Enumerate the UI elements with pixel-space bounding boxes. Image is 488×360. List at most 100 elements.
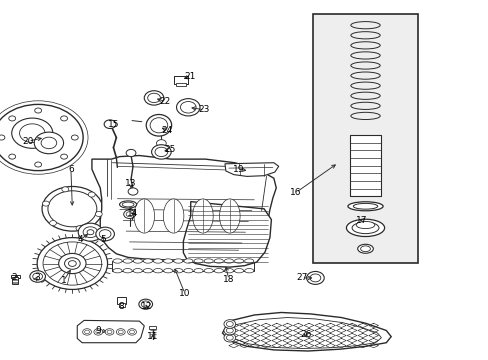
Ellipse shape bbox=[346, 219, 384, 237]
Ellipse shape bbox=[350, 102, 380, 109]
Ellipse shape bbox=[123, 269, 132, 273]
Circle shape bbox=[116, 329, 125, 335]
Circle shape bbox=[49, 221, 56, 226]
Text: 1: 1 bbox=[61, 276, 66, 285]
Circle shape bbox=[37, 238, 107, 289]
Ellipse shape bbox=[350, 32, 380, 39]
Ellipse shape bbox=[163, 199, 183, 233]
Ellipse shape bbox=[352, 203, 377, 209]
Text: 2: 2 bbox=[11, 273, 17, 282]
Ellipse shape bbox=[183, 269, 193, 273]
Text: 23: 23 bbox=[198, 105, 210, 114]
Circle shape bbox=[94, 329, 102, 335]
Circle shape bbox=[61, 116, 67, 121]
Circle shape bbox=[64, 258, 80, 269]
Circle shape bbox=[41, 137, 57, 149]
Circle shape bbox=[123, 210, 135, 219]
Circle shape bbox=[156, 140, 166, 147]
Ellipse shape bbox=[143, 259, 152, 263]
Circle shape bbox=[226, 321, 233, 327]
Polygon shape bbox=[112, 261, 254, 271]
Polygon shape bbox=[92, 156, 276, 260]
Polygon shape bbox=[77, 320, 144, 343]
Ellipse shape bbox=[203, 269, 213, 273]
Circle shape bbox=[127, 329, 136, 335]
Bar bbox=[312, 14, 417, 263]
Circle shape bbox=[104, 120, 116, 129]
Circle shape bbox=[139, 299, 152, 309]
Bar bbox=[12, 277, 18, 284]
Ellipse shape bbox=[244, 259, 253, 263]
Ellipse shape bbox=[350, 22, 380, 29]
Circle shape bbox=[144, 91, 163, 105]
Circle shape bbox=[20, 124, 45, 143]
Circle shape bbox=[71, 135, 78, 140]
Circle shape bbox=[99, 230, 111, 238]
Circle shape bbox=[309, 274, 320, 282]
Circle shape bbox=[35, 108, 41, 113]
Ellipse shape bbox=[214, 259, 223, 263]
Circle shape bbox=[129, 330, 134, 334]
Bar bbox=[349, 135, 381, 196]
Text: 6: 6 bbox=[68, 165, 74, 174]
Ellipse shape bbox=[192, 199, 213, 233]
Bar bbox=[176, 83, 185, 86]
Circle shape bbox=[76, 226, 82, 231]
Circle shape bbox=[59, 253, 86, 274]
Ellipse shape bbox=[347, 202, 383, 211]
Text: 27: 27 bbox=[296, 274, 307, 282]
Text: 10: 10 bbox=[179, 289, 190, 298]
Circle shape bbox=[224, 326, 235, 335]
Ellipse shape bbox=[214, 269, 223, 273]
Circle shape bbox=[141, 301, 150, 307]
Circle shape bbox=[78, 223, 102, 241]
Bar bbox=[173, 76, 188, 84]
Bar bbox=[119, 303, 124, 307]
Circle shape bbox=[88, 192, 95, 197]
Circle shape bbox=[42, 186, 102, 231]
Ellipse shape bbox=[153, 259, 163, 263]
Ellipse shape bbox=[203, 259, 213, 263]
Ellipse shape bbox=[119, 201, 137, 208]
Text: 8: 8 bbox=[118, 302, 124, 311]
Bar bbox=[149, 326, 156, 329]
Circle shape bbox=[118, 330, 123, 334]
Circle shape bbox=[96, 227, 114, 241]
Ellipse shape bbox=[183, 259, 193, 263]
Circle shape bbox=[155, 147, 167, 157]
Ellipse shape bbox=[146, 114, 171, 136]
Text: 9: 9 bbox=[95, 326, 101, 335]
Text: 4: 4 bbox=[78, 235, 83, 244]
Ellipse shape bbox=[134, 199, 154, 233]
Text: 5: 5 bbox=[100, 235, 105, 244]
Ellipse shape bbox=[173, 259, 183, 263]
Ellipse shape bbox=[355, 221, 374, 229]
Ellipse shape bbox=[360, 246, 370, 252]
Text: 20: 20 bbox=[22, 136, 34, 145]
Ellipse shape bbox=[350, 92, 380, 99]
Ellipse shape bbox=[350, 62, 380, 69]
Circle shape bbox=[95, 211, 102, 216]
Circle shape bbox=[62, 187, 69, 192]
Ellipse shape bbox=[163, 259, 172, 263]
Circle shape bbox=[84, 330, 89, 334]
Ellipse shape bbox=[224, 259, 233, 263]
Circle shape bbox=[105, 329, 114, 335]
Ellipse shape bbox=[122, 202, 134, 207]
Ellipse shape bbox=[113, 259, 122, 263]
Circle shape bbox=[43, 242, 102, 285]
Text: 16: 16 bbox=[289, 188, 301, 197]
Ellipse shape bbox=[150, 118, 167, 133]
Circle shape bbox=[82, 329, 91, 335]
Circle shape bbox=[306, 271, 324, 284]
Circle shape bbox=[42, 201, 49, 206]
Text: 11: 11 bbox=[146, 332, 158, 341]
Circle shape bbox=[68, 261, 76, 266]
Ellipse shape bbox=[244, 269, 253, 273]
Ellipse shape bbox=[123, 259, 132, 263]
Text: 25: 25 bbox=[164, 145, 176, 154]
Text: 7: 7 bbox=[129, 213, 135, 222]
Ellipse shape bbox=[234, 269, 243, 273]
Circle shape bbox=[226, 328, 233, 333]
Ellipse shape bbox=[173, 269, 183, 273]
